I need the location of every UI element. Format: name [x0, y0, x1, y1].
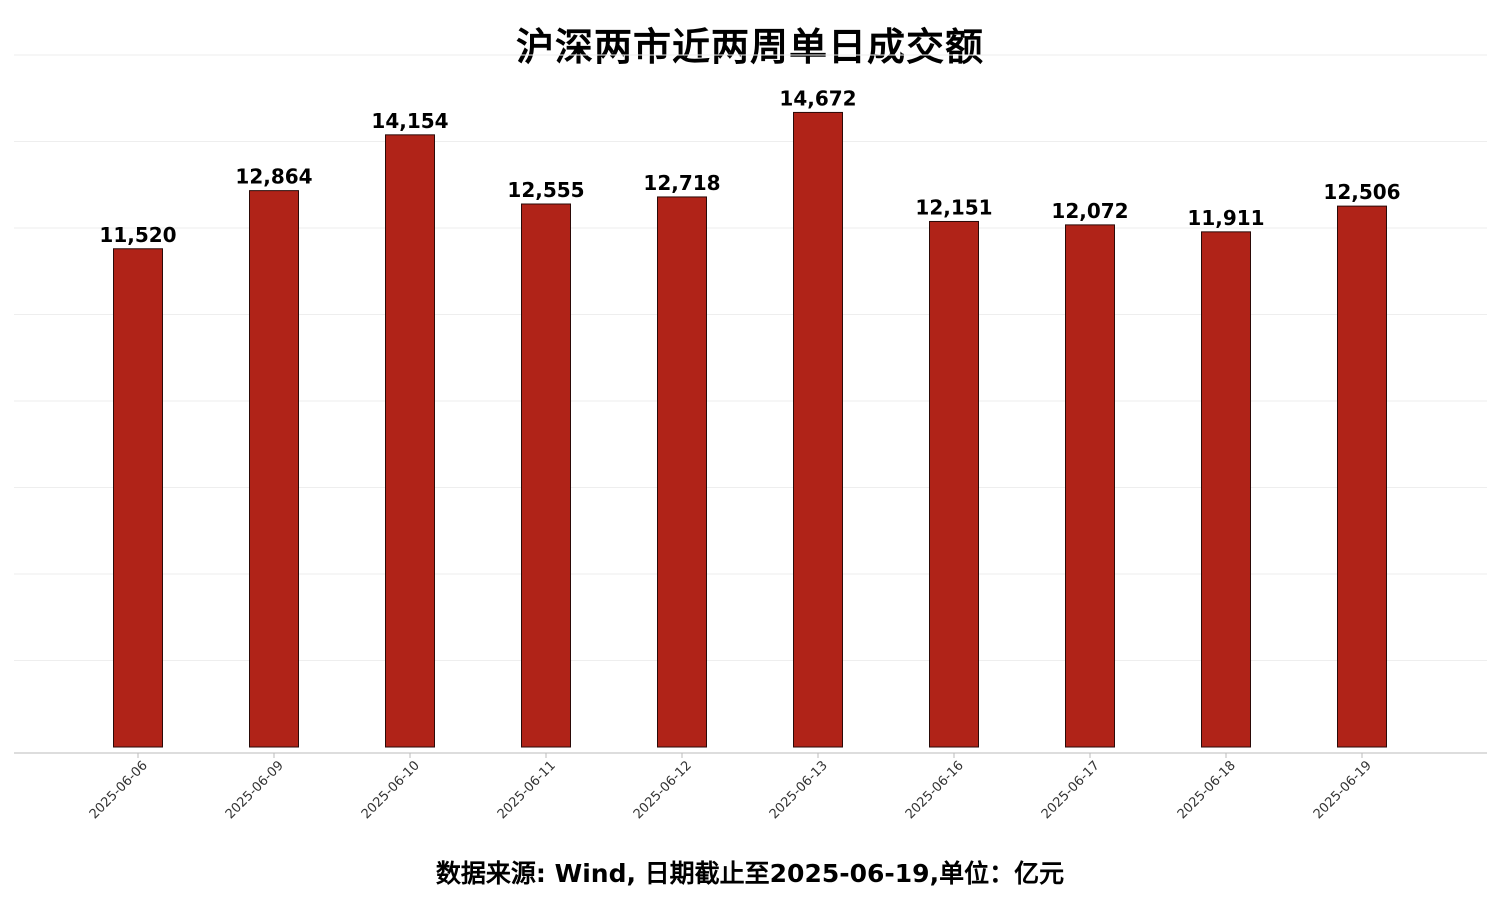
- data-label-2025-06-16: 12,151: [915, 195, 992, 219]
- x-tick-label-2025-06-16: 2025-06-16: [903, 758, 967, 822]
- x-tick-label-2025-06-12: 2025-06-12: [631, 758, 695, 822]
- chart-title: 沪深两市近两周单日成交额: [515, 25, 984, 69]
- data-label-2025-06-12: 12,718: [643, 171, 720, 195]
- bar-2025-06-06: [113, 248, 163, 748]
- data-labels: 11,520 12,864 14,154 12,555 12,718 14,672 12,1…: [99, 86, 1400, 246]
- x-tick-label-2025-06-09: 2025-06-09: [223, 758, 287, 822]
- x-tick-label-2025-06-18: 2025-06-18: [1175, 758, 1239, 822]
- gridlines: [14, 54, 1487, 661]
- bar-2025-06-17: [1065, 224, 1115, 748]
- data-label-2025-06-18: 11,911: [1187, 206, 1264, 230]
- bar-2025-06-19: [1337, 205, 1387, 748]
- x-tick-label-2025-06-06: 2025-06-06: [87, 758, 151, 822]
- chart-footnote: 数据来源: Wind, 日期截止至2025-06-19,单位：亿元: [435, 859, 1065, 888]
- bar-2025-06-16: [929, 220, 979, 748]
- bar-2025-06-11: [521, 203, 571, 748]
- x-tick-label-2025-06-10: 2025-06-10: [359, 758, 423, 822]
- data-label-2025-06-11: 12,555: [507, 178, 584, 202]
- data-label-2025-06-19: 12,506: [1323, 180, 1400, 204]
- x-tick-label-2025-06-19: 2025-06-19: [1311, 758, 1375, 822]
- bar-2025-06-18: [1201, 231, 1251, 748]
- bars: [113, 111, 1387, 748]
- x-tick-label-2025-06-17: 2025-06-17: [1039, 758, 1103, 822]
- bar-2025-06-12: [657, 196, 707, 748]
- data-label-2025-06-13: 14,672: [779, 86, 856, 110]
- data-label-2025-06-17: 12,072: [1051, 199, 1128, 223]
- bar-2025-06-13: [793, 111, 843, 748]
- data-label-2025-06-10: 14,154: [371, 109, 448, 133]
- x-tick-label-2025-06-11: 2025-06-11: [495, 758, 559, 822]
- bar-2025-06-09: [249, 190, 299, 748]
- x-tick-label-2025-06-13: 2025-06-13: [767, 758, 831, 822]
- data-label-2025-06-09: 12,864: [235, 165, 312, 189]
- x-tick-labels: 2025-06-06 2025-06-09 2025-06-10 2025-06-11…: [87, 753, 1375, 822]
- data-label-2025-06-06: 11,520: [99, 223, 176, 247]
- bar-2025-06-10: [385, 134, 435, 748]
